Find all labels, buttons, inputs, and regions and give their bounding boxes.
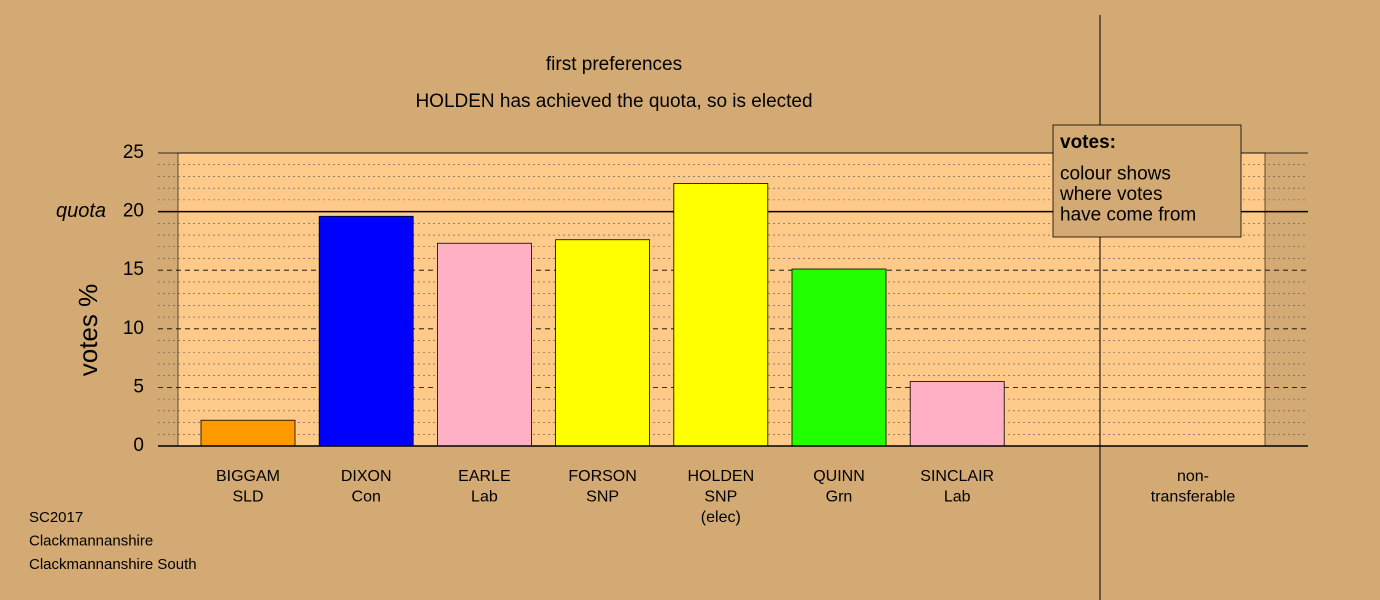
y-tick-label: 5 [133, 376, 144, 397]
footer-text: Clackmannanshire South [29, 556, 197, 573]
y-tick-label: 25 [123, 142, 144, 163]
x-tick-label: SNP [704, 489, 737, 506]
x-tick-label: EARLE [458, 468, 510, 485]
y-tick-label: 10 [123, 318, 144, 339]
x-tick-label: Lab [944, 489, 971, 506]
legend-box [1052, 124, 1242, 238]
bar [909, 381, 1005, 447]
y-axis-label: votes % [73, 284, 103, 377]
x-tick-label: non- [1177, 468, 1209, 485]
legend-text: votes: [1060, 132, 1116, 153]
bar [555, 239, 650, 447]
x-tick-label: Lab [471, 489, 498, 506]
bar [436, 242, 532, 447]
y-tick-label: 15 [123, 259, 144, 280]
x-tick-label: SLD [232, 489, 263, 506]
x-tick-label: SINCLAIR [920, 468, 994, 485]
chart-subtitle: HOLDEN has achieved the quota, so is ele… [415, 91, 812, 112]
x-tick-label: BIGGAM [216, 468, 280, 485]
legend-text: have come from [1060, 205, 1196, 226]
x-tick-label: SNP [586, 489, 619, 506]
x-tick-label: QUINN [813, 468, 865, 485]
x-tick-label: transferable [1151, 489, 1236, 506]
x-tick-label: FORSON [568, 468, 636, 485]
legend-text: colour shows [1060, 164, 1171, 185]
x-tick-label: Con [352, 489, 381, 506]
quota-label: quota [56, 200, 106, 222]
x-tick-label: (elec) [701, 509, 741, 526]
x-tick-label: Grn [826, 489, 853, 506]
legend-text: where votes [1059, 184, 1162, 205]
bar [673, 183, 769, 447]
x-tick-label: HOLDEN [687, 468, 754, 485]
bar [318, 215, 414, 447]
bar [791, 268, 887, 447]
y-tick-label: 0 [133, 435, 144, 456]
y-tick-label: 20 [123, 201, 144, 222]
chart-title: first preferences [546, 54, 682, 75]
footer-text: SC2017 [29, 509, 83, 526]
x-tick-label: DIXON [341, 468, 392, 485]
footer-text: Clackmannanshire [29, 532, 153, 549]
bar [200, 419, 296, 447]
